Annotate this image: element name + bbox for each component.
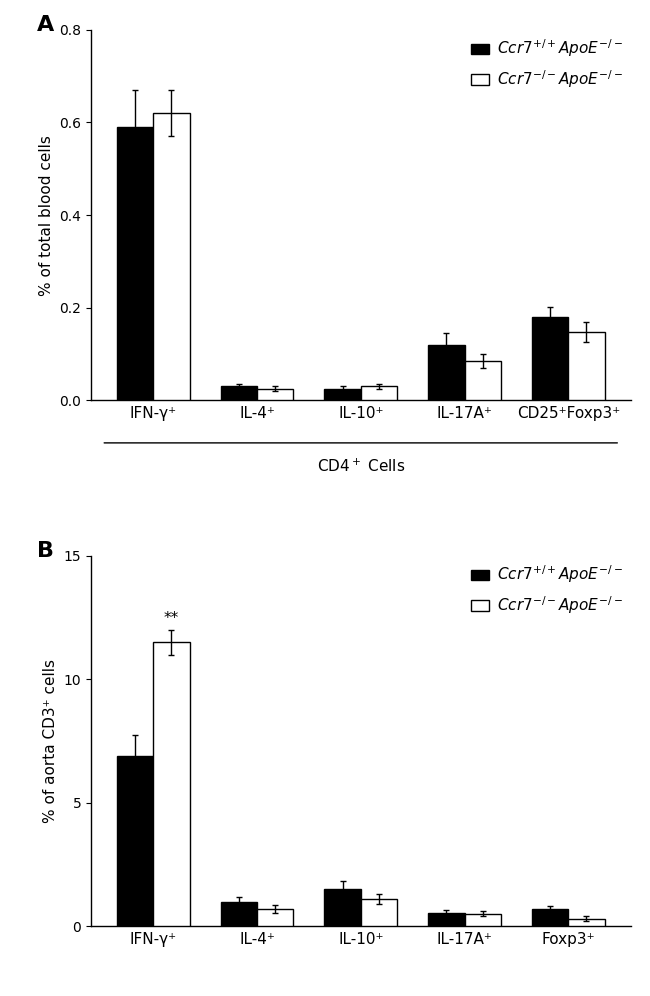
Bar [153,642,190,926]
Bar [465,361,500,400]
Bar [153,114,190,400]
Bar [117,756,153,926]
Bar [221,901,257,926]
Bar [324,388,361,400]
Legend: $\it{Ccr7}^{+/+}\it{ApoE}^{-/-}$, $\it{Ccr7}^{-/-}\it{ApoE}^{-/-}$: $\it{Ccr7}^{+/+}\it{ApoE}^{-/-}$, $\it{C… [471,38,623,90]
Text: **: ** [164,612,179,626]
Bar [428,912,465,926]
Text: CD4$^+$ Cells: CD4$^+$ Cells [317,458,405,475]
Text: B: B [37,541,54,561]
Y-axis label: % of aorta CD3⁺ cells: % of aorta CD3⁺ cells [43,659,58,823]
Bar [257,388,293,400]
Bar [117,127,153,400]
Bar [324,889,361,926]
Bar [568,919,604,926]
Bar [221,386,257,400]
Bar [465,914,500,926]
Y-axis label: % of total blood cells: % of total blood cells [39,134,54,296]
Bar [428,345,465,400]
Bar [361,899,397,926]
Bar [568,332,604,400]
Bar [361,386,397,400]
Text: A: A [37,15,55,35]
Legend: $\it{Ccr7}^{+/+}\it{ApoE}^{-/-}$, $\it{Ccr7}^{-/-}\it{ApoE}^{-/-}$: $\it{Ccr7}^{+/+}\it{ApoE}^{-/-}$, $\it{C… [471,564,623,617]
Bar [532,317,568,400]
Bar [257,909,293,926]
Bar [532,909,568,926]
